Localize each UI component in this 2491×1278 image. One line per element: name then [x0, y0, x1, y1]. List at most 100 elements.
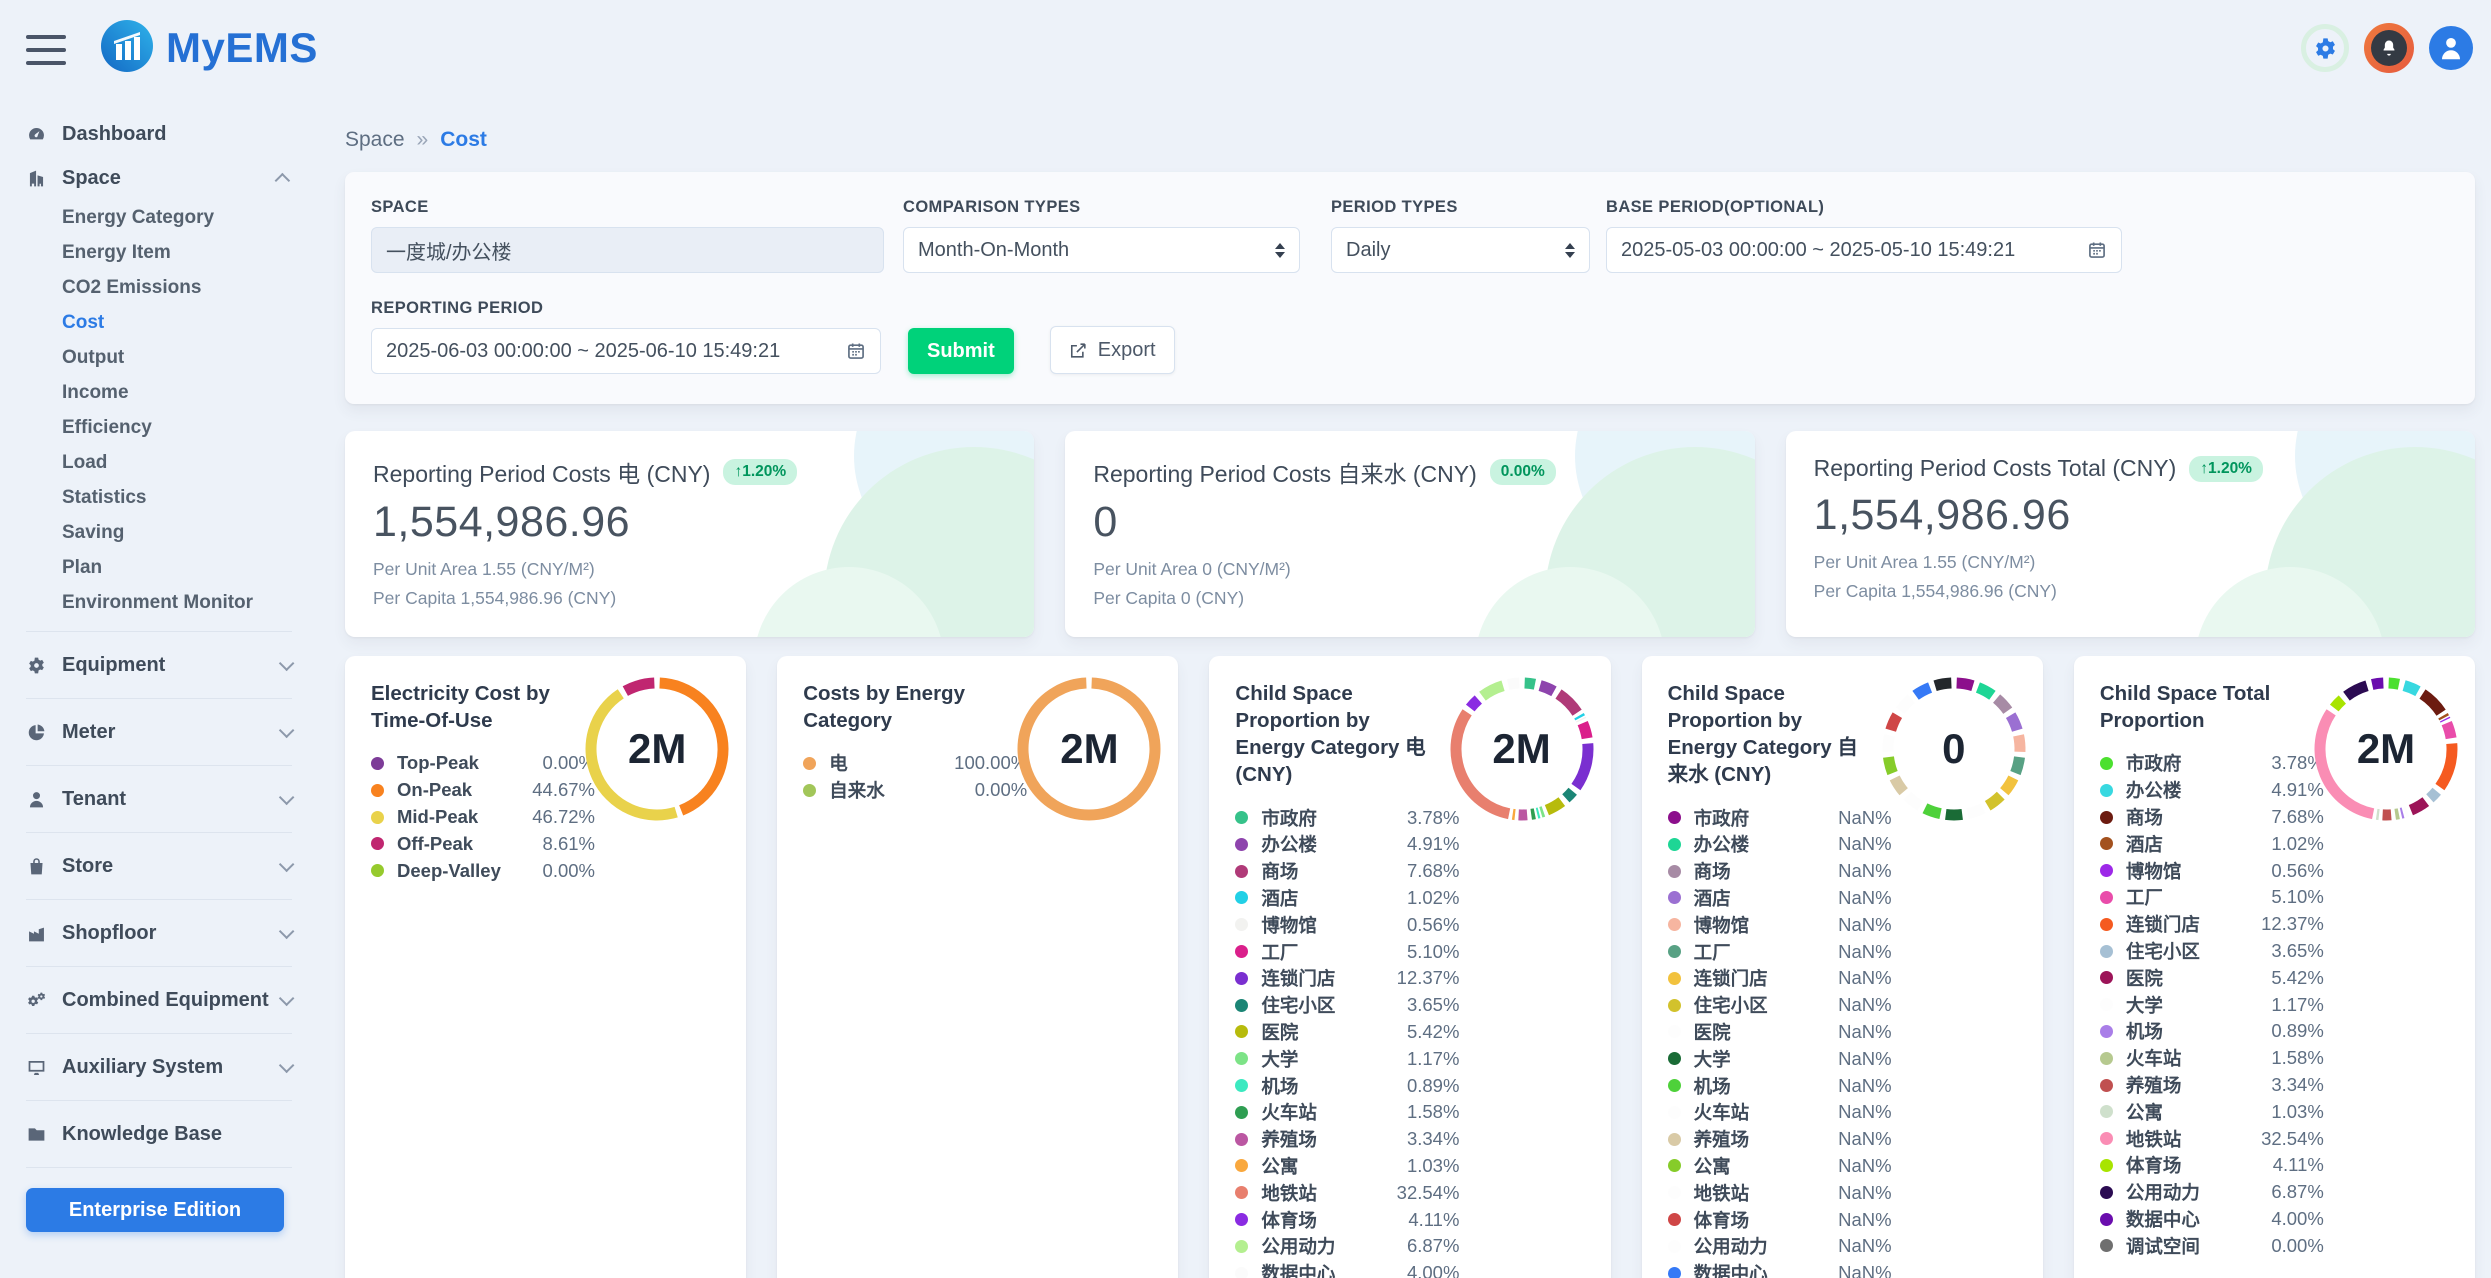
legend-item[interactable]: 博物馆 NaN% [1667, 911, 1892, 938]
legend-item[interactable]: 连锁门店 12.37% [2099, 911, 2324, 938]
legend-item[interactable]: 养殖场 3.34% [1235, 1126, 1459, 1153]
legend-item[interactable]: Top-Peak 0.00% [371, 750, 595, 777]
legend-item[interactable]: 住宅小区 NaN% [1667, 992, 1892, 1019]
legend-item[interactable]: 工厂 5.10% [1235, 938, 1459, 965]
sidebar-item-store[interactable]: Store [0, 844, 310, 888]
legend-item[interactable]: Off-Peak 8.61% [371, 830, 595, 857]
sidebar-item-combined-equipment[interactable]: Combined Equipment [0, 978, 310, 1022]
legend-item[interactable]: 火车站 NaN% [1667, 1099, 1892, 1126]
legend-item[interactable]: 电 100.00% [803, 750, 1027, 777]
legend-item[interactable]: 公寓 1.03% [2099, 1098, 2324, 1125]
sidebar-subitem-environment-monitor[interactable]: Environment Monitor [62, 591, 254, 613]
legend-item[interactable]: 工厂 5.10% [2099, 884, 2324, 911]
legend-item[interactable]: 体育场 NaN% [1667, 1206, 1892, 1233]
legend-item[interactable]: 养殖场 3.34% [2099, 1072, 2324, 1099]
sidebar-subitem-income[interactable]: Income [62, 381, 129, 403]
legend-item[interactable]: On-Peak 44.67% [371, 777, 595, 804]
legend-item[interactable]: 公用动力 NaN% [1667, 1233, 1892, 1260]
legend-item[interactable]: 公用动力 6.87% [1235, 1233, 1459, 1260]
legend-item[interactable]: Deep-Valley 0.00% [371, 857, 595, 884]
legend-item[interactable]: 住宅小区 3.65% [1235, 992, 1459, 1019]
notifications-bell-icon[interactable] [2364, 23, 2414, 73]
legend-item[interactable]: 办公楼 4.91% [2099, 777, 2324, 804]
legend-item[interactable]: 博物馆 0.56% [2099, 857, 2324, 884]
legend-item[interactable]: 住宅小区 3.65% [2099, 938, 2324, 965]
legend-item[interactable]: 商场 NaN% [1667, 858, 1892, 885]
legend-item[interactable]: 机场 0.89% [1235, 1072, 1459, 1099]
sidebar-subitem-energy-category[interactable]: Energy Category [62, 206, 215, 228]
legend-item[interactable]: 市政府 3.78% [2099, 750, 2324, 777]
legend-item[interactable]: 办公楼 4.91% [1235, 831, 1459, 858]
sidebar-subitem-plan[interactable]: Plan [62, 556, 103, 578]
legend-item[interactable]: 体育场 4.11% [2099, 1152, 2324, 1179]
sidebar-subitem-energy-item[interactable]: Energy Item [62, 241, 171, 263]
reporting-period-label: REPORTING PERIOD [371, 299, 544, 317]
user-avatar[interactable] [2429, 26, 2473, 70]
legend-item[interactable]: 大学 1.17% [2099, 991, 2324, 1018]
legend-item[interactable]: 酒店 NaN% [1667, 885, 1892, 912]
enterprise-edition-button[interactable]: Enterprise Edition [26, 1188, 284, 1232]
legend-item[interactable]: 市政府 3.78% [1235, 804, 1459, 831]
legend-item[interactable]: 商场 7.68% [1235, 858, 1459, 885]
sidebar-item-auxiliary-system[interactable]: Auxiliary System [0, 1045, 310, 1089]
legend-item[interactable]: 医院 5.42% [2099, 964, 2324, 991]
legend-item[interactable]: 连锁门店 12.37% [1235, 965, 1459, 992]
legend-item[interactable]: 数据中心 4.00% [1235, 1260, 1459, 1278]
legend-item[interactable]: 商场 7.68% [2099, 804, 2324, 831]
period-types-select[interactable]: Daily [1331, 227, 1590, 273]
legend-item[interactable]: 地铁站 NaN% [1667, 1179, 1892, 1206]
legend-item[interactable]: 火车站 1.58% [1235, 1099, 1459, 1126]
submit-button[interactable]: Submit [908, 328, 1014, 374]
legend-item[interactable]: 火车站 1.58% [2099, 1045, 2324, 1072]
legend-item[interactable]: 公寓 NaN% [1667, 1153, 1892, 1180]
sidebar-subitem-efficiency[interactable]: Efficiency [62, 416, 152, 438]
reporting-period-input[interactable]: 2025-06-03 00:00:00 ~ 2025-06-10 15:49:2… [371, 328, 881, 374]
brand-logo[interactable]: MyEMS [100, 19, 318, 78]
legend-item[interactable]: 机场 0.89% [2099, 1018, 2324, 1045]
legend-item[interactable]: 地铁站 32.54% [1235, 1179, 1459, 1206]
space-input[interactable]: 一度城/办公楼 [371, 227, 884, 273]
legend-item[interactable]: 体育场 4.11% [1235, 1206, 1459, 1233]
sidebar-item-knowledge-base[interactable]: Knowledge Base [0, 1112, 310, 1156]
export-button[interactable]: Export [1049, 326, 1175, 374]
legend-item[interactable]: 酒店 1.02% [1235, 885, 1459, 912]
sidebar-item-tenant[interactable]: Tenant [0, 777, 310, 821]
legend-item[interactable]: 自来水 0.00% [803, 777, 1027, 804]
settings-gear-icon[interactable] [2301, 24, 2349, 72]
legend-item[interactable]: 医院 NaN% [1667, 1019, 1892, 1046]
legend-item[interactable]: 数据中心 NaN% [1667, 1260, 1892, 1278]
sidebar-item-space[interactable]: Space [0, 156, 310, 200]
sidebar-item-dashboard[interactable]: Dashboard [0, 112, 310, 156]
legend-item[interactable]: 酒店 1.02% [2099, 830, 2324, 857]
sidebar-item-meter[interactable]: Meter [0, 710, 310, 754]
legend-item[interactable]: 机场 NaN% [1667, 1072, 1892, 1099]
sidebar-subitem-load[interactable]: Load [62, 451, 108, 473]
sidebar-subitem-cost[interactable]: Cost [62, 311, 105, 333]
legend-item[interactable]: 公寓 1.03% [1235, 1153, 1459, 1180]
sidebar-subitem-saving[interactable]: Saving [62, 521, 125, 543]
legend-item[interactable]: 数据中心 4.00% [2099, 1206, 2324, 1233]
sidebar-subitem-statistics[interactable]: Statistics [62, 486, 147, 508]
legend-item[interactable]: 市政府 NaN% [1667, 804, 1892, 831]
hamburger-menu-icon[interactable] [26, 35, 66, 65]
comparison-types-select[interactable]: Month-On-Month [903, 227, 1300, 273]
legend-item[interactable]: 连锁门店 NaN% [1667, 965, 1892, 992]
breadcrumb-parent[interactable]: Space [345, 128, 405, 151]
legend-item[interactable]: Mid-Peak 46.72% [371, 804, 595, 831]
legend-item[interactable]: 医院 5.42% [1235, 1019, 1459, 1046]
legend-item[interactable]: 养殖场 NaN% [1667, 1126, 1892, 1153]
legend-item[interactable]: 大学 1.17% [1235, 1045, 1459, 1072]
sidebar-item-shopfloor[interactable]: Shopfloor [0, 911, 310, 955]
base-period-input[interactable]: 2025-05-03 00:00:00 ~ 2025-05-10 15:49:2… [1606, 227, 2122, 273]
sidebar-subitem-output[interactable]: Output [62, 346, 125, 368]
legend-item[interactable]: 公用动力 6.87% [2099, 1179, 2324, 1206]
legend-item[interactable]: 博物馆 0.56% [1235, 911, 1459, 938]
legend-item[interactable]: 大学 NaN% [1667, 1045, 1892, 1072]
legend-item[interactable]: 调试空间 0.00% [2099, 1232, 2324, 1259]
sidebar-divider [26, 832, 292, 833]
sidebar-item-equipment[interactable]: Equipment [0, 643, 310, 687]
sidebar-subitem-co2-emissions[interactable]: CO2 Emissions [62, 276, 202, 298]
legend-item[interactable]: 地铁站 32.54% [2099, 1125, 2324, 1152]
legend-item[interactable]: 办公楼 NaN% [1667, 831, 1892, 858]
legend-item[interactable]: 工厂 NaN% [1667, 938, 1892, 965]
